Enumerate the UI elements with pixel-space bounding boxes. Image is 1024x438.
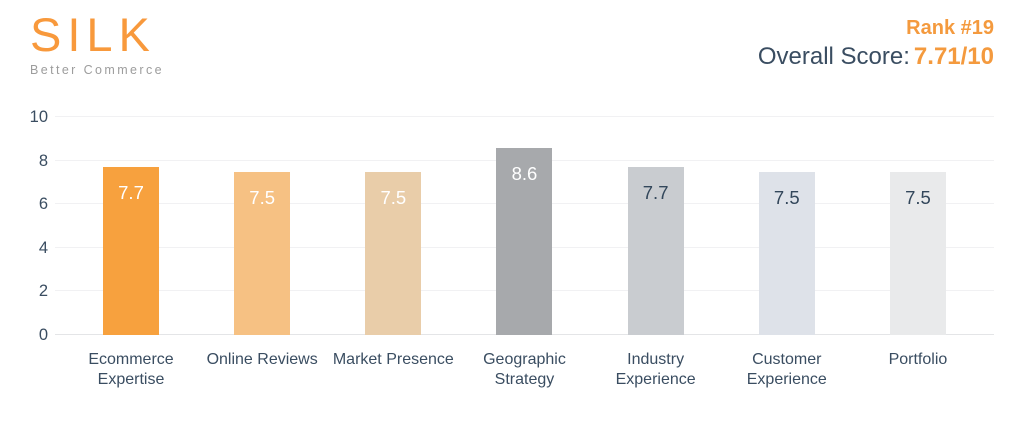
bar: 7.7 (627, 167, 684, 335)
bar: 7.5 (889, 171, 946, 335)
bar-value-label: 7.5 (905, 186, 931, 208)
y-tick-label: 6 (38, 195, 48, 214)
bar-slot: 7.5 Online Reviews (207, 117, 318, 368)
bar-slot: 7.7 Industry Experience (616, 117, 696, 388)
y-tick-label: 2 (38, 282, 48, 301)
overall-score-label: Overall Score: (757, 43, 910, 70)
category-label: Online Reviews (206, 351, 318, 368)
bar-value-label: 7.5 (773, 186, 800, 208)
bar-slot: 8.6 Geographic Strategy (483, 117, 566, 388)
overall-score-line: Overall Score: 7.71/10 (758, 42, 994, 72)
bar-slot: 7.5 Market Presence (333, 117, 454, 368)
silk-logo: SILK Better Commerce (30, 8, 164, 78)
category-label: Portfolio (888, 351, 948, 368)
logo-tagline: Better Commerce (30, 63, 164, 77)
bar-value-label: 7.7 (118, 182, 144, 204)
category-label: Industry Experience (615, 351, 696, 388)
bar: 7.7 (103, 167, 159, 335)
bar: 7.5 (365, 171, 422, 335)
category-label: Geographic Strategy (483, 351, 566, 388)
rank-text: Rank #19 (906, 17, 994, 39)
bar-value-label: 7.5 (249, 186, 276, 208)
plot-area: 7.7 Ecommerce Expertise 7.5 Online Reviews 7… (55, 116, 994, 388)
bar-slot: 7.7 Ecommerce Expertise (88, 117, 174, 388)
y-tick-label: 4 (38, 238, 48, 257)
y-tick-label: 8 (38, 151, 48, 170)
logo-wordmark: SILK (30, 8, 156, 61)
bar: 7.5 (234, 171, 291, 335)
category-label: Customer Experience (746, 351, 827, 388)
score-summary: Rank #19 Overall Score: 7.71/10 (758, 16, 994, 72)
y-tick-label: 0 (38, 326, 48, 344)
bar-value-label: 8.6 (511, 162, 538, 184)
bar-group: 7.7 Ecommerce Expertise 7.5 Online Reviews 7… (55, 117, 994, 388)
y-tick-label: 10 (29, 108, 48, 126)
bar: 7.5 (758, 171, 815, 335)
y-axis: 0 2 4 6 8 10 (0, 108, 48, 344)
bar-value-label: 7.7 (642, 182, 669, 204)
gridline (55, 116, 994, 117)
bar-value-label: 7.5 (380, 186, 407, 208)
bar: 8.6 (496, 147, 553, 335)
category-label: Ecommerce Expertise (88, 351, 174, 388)
bar-slot: 7.5 Portfolio (889, 117, 947, 368)
bar-slot: 7.5 Customer Experience (747, 117, 827, 388)
category-label: Market Presence (332, 351, 454, 368)
overall-score-value: 7.71/10 (913, 43, 994, 70)
